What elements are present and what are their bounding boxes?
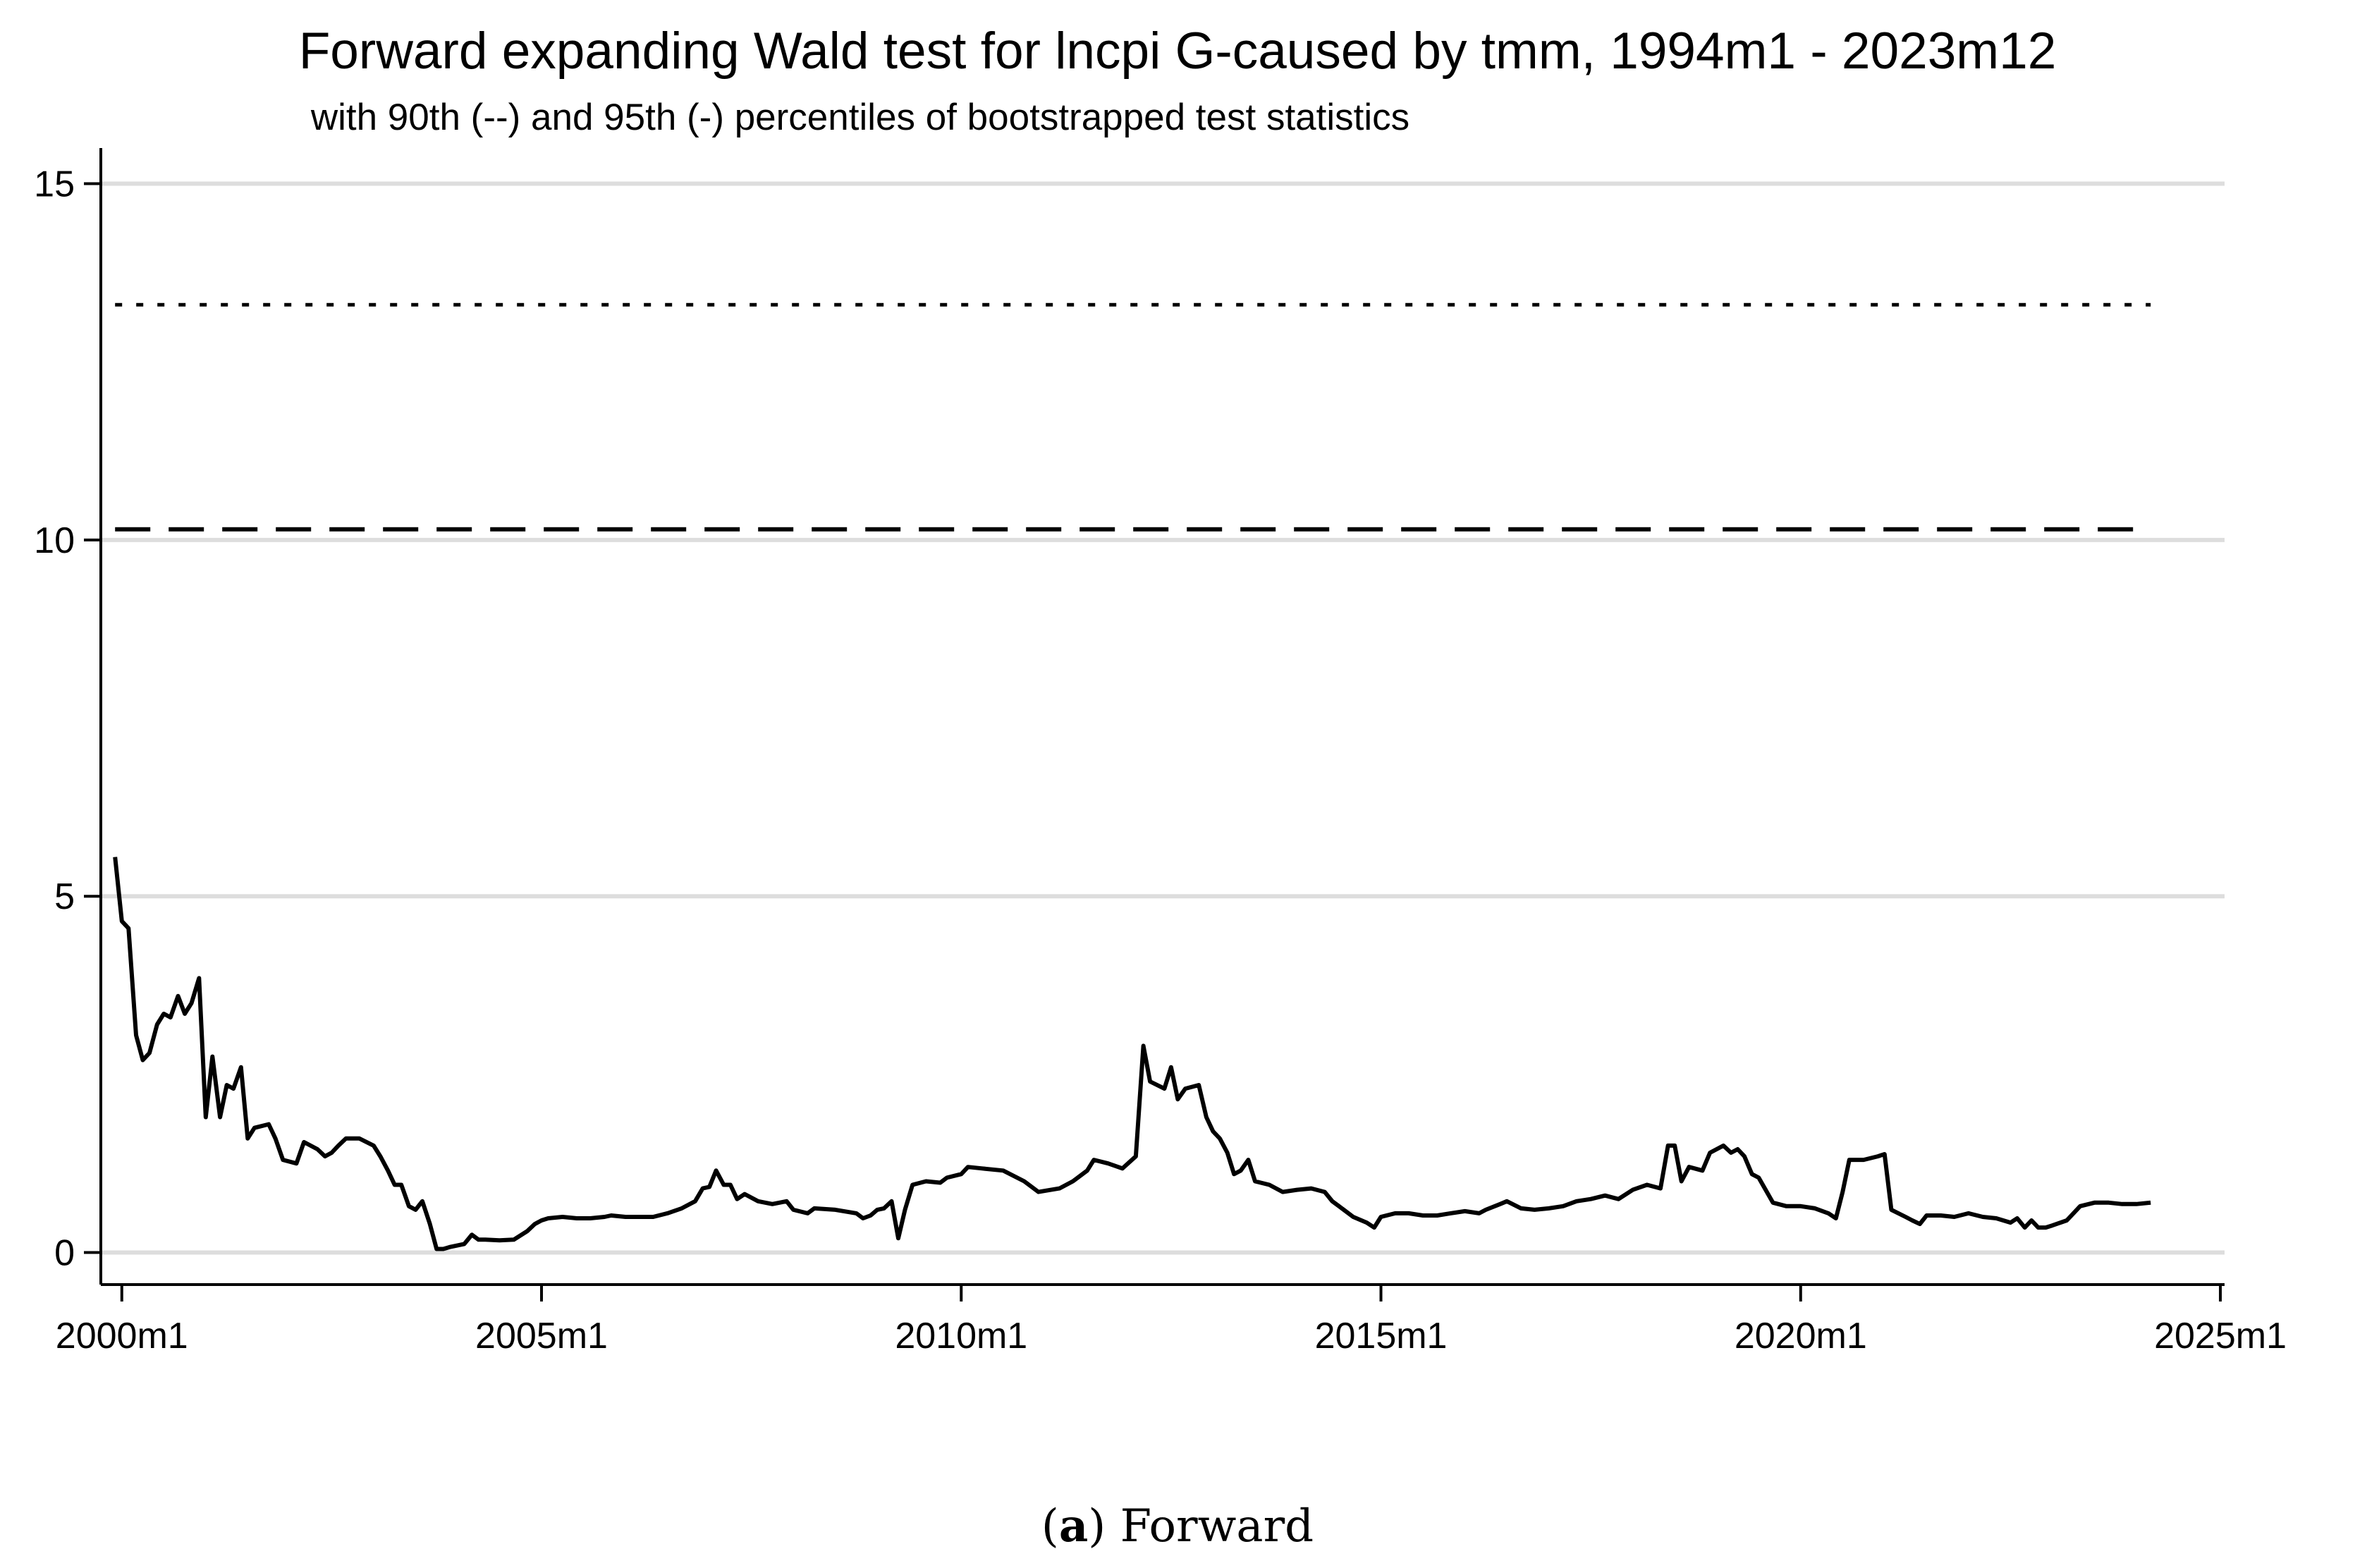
figure-caption: (a) Forward — [1041, 1500, 1314, 1552]
series-group — [113, 302, 2151, 1251]
series-line-statistic — [113, 857, 2151, 1251]
y-tick-label: 15 — [34, 164, 75, 205]
x-tick-label: 2005m1 — [475, 1316, 608, 1356]
x-tick-label: 2025m1 — [2154, 1316, 2287, 1356]
chart-subtitle: with 90th (--) and 95th (-) percentiles … — [310, 97, 1409, 138]
caption-letter: a — [1059, 1500, 1088, 1552]
x-tick-label: 2015m1 — [1315, 1316, 1448, 1356]
x-tick-label: 2020m1 — [1735, 1316, 1867, 1356]
caption-text: Forward — [1120, 1500, 1314, 1552]
x-tick-label: 2000m1 — [56, 1316, 188, 1356]
grid-lines — [101, 181, 2225, 1255]
y-tick-label: 10 — [34, 520, 75, 561]
y-tick-label: 0 — [54, 1233, 75, 1274]
y-axis: 0 5 10 15 — [34, 148, 102, 1285]
x-axis: 2000m1 2005m1 2010m1 2015m1 2020m1 2025m1 — [56, 1283, 2287, 1356]
x-tick-label: 2010m1 — [895, 1316, 1027, 1356]
chart-title: Forward expanding Wald test for lncpi G-… — [299, 23, 2057, 80]
y-tick-label: 5 — [54, 876, 75, 917]
